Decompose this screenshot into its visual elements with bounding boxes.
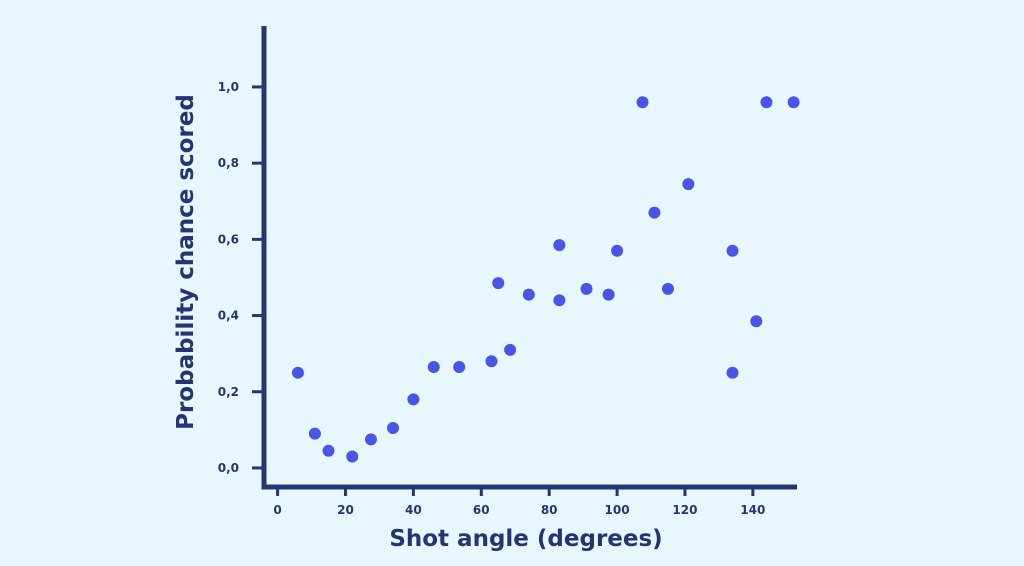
y-tick-label: 0,4 (218, 309, 239, 323)
data-point (522, 288, 535, 301)
data-point (661, 282, 674, 295)
data-point (636, 96, 649, 109)
data-point (611, 244, 624, 257)
data-point (750, 315, 763, 328)
x-tick-label: 40 (405, 503, 422, 517)
x-tick-label: 60 (473, 503, 490, 517)
x-tick-label: 140 (740, 503, 765, 517)
data-point (346, 450, 359, 463)
data-point (492, 277, 505, 290)
x-tick-label: 20 (337, 503, 354, 517)
data-point (308, 427, 321, 440)
x-tick-label: 0 (273, 503, 281, 517)
data-point (504, 343, 517, 356)
x-tick-label: 100 (605, 503, 630, 517)
data-points (291, 96, 800, 463)
data-point (726, 244, 739, 257)
data-point (760, 96, 773, 109)
y-tick-label: 1,0 (218, 80, 239, 94)
data-point (580, 282, 593, 295)
data-point (364, 433, 377, 446)
data-point (648, 206, 661, 219)
x-axis-title: Shot angle (degrees) (389, 526, 662, 552)
data-point (553, 294, 566, 307)
data-point (726, 366, 739, 379)
data-point (387, 421, 400, 434)
data-point (485, 355, 498, 368)
data-point (453, 360, 466, 373)
x-tick-label: 80 (541, 503, 558, 517)
y-tick-label: 0,0 (218, 461, 239, 475)
data-point (427, 360, 440, 373)
y-tick-label: 0,8 (218, 156, 239, 170)
data-point (787, 96, 800, 109)
y-tick-label: 0,6 (218, 232, 239, 246)
data-point (553, 239, 566, 252)
data-point (322, 444, 335, 457)
y-axis-title: Probability chance scored (173, 94, 199, 430)
data-point (291, 366, 304, 379)
x-tick-label: 120 (672, 503, 697, 517)
y-tick-label: 0,2 (218, 385, 239, 399)
x-axis-ticks: 0 20 40 60 80 100 120 140 (273, 487, 765, 517)
data-point (602, 288, 615, 301)
data-point (682, 178, 695, 191)
data-point (407, 393, 420, 406)
y-axis-ticks: 0,0 0,2 0,4 0,6 0,8 1,0 (218, 80, 264, 475)
